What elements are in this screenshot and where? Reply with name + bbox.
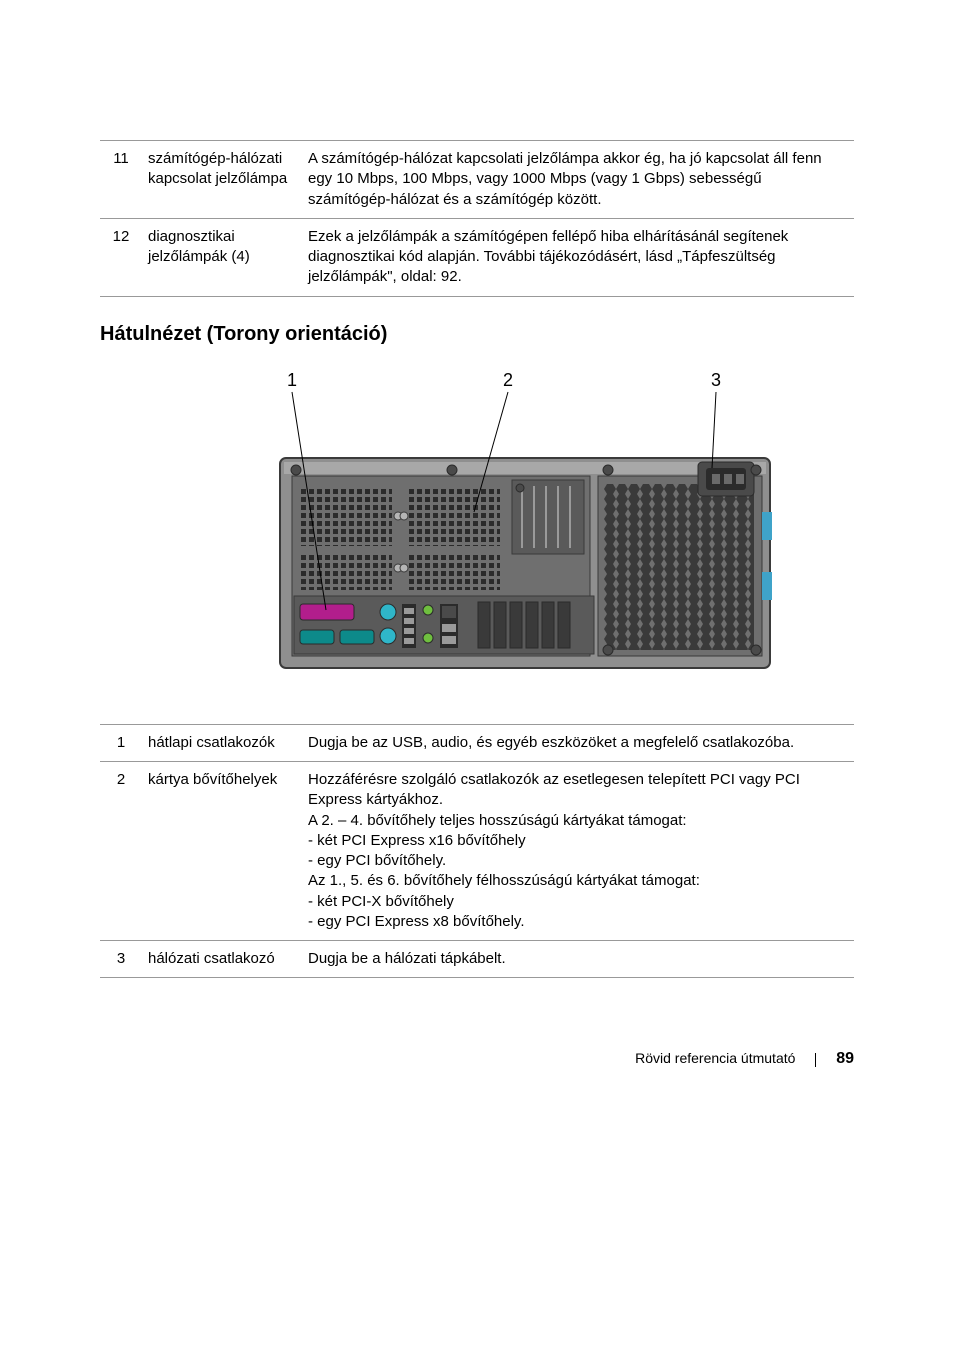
row-term: kártya bővítőhelyek (142, 762, 302, 941)
page-footer: Rövid referencia útmutató 89 (100, 1048, 854, 1070)
row-desc: Dugja be az USB, audio, és egyéb eszközö… (302, 724, 854, 761)
row-desc: A számítógép-hálózat kapcsolati jelzőlám… (302, 141, 854, 219)
row-term: hálózati csatlakozó (142, 941, 302, 978)
rear-view-svg: 1 2 3 (200, 362, 790, 692)
row-term: hátlapi csatlakozók (142, 724, 302, 761)
rear-view-diagram: 1 2 3 (200, 362, 854, 698)
table-row: 1 hátlapi csatlakozók Dugja be az USB, a… (100, 724, 854, 761)
row-desc: Dugja be a hálózati tápkábelt. (302, 941, 854, 978)
footer-separator (815, 1053, 816, 1067)
row-number: 12 (100, 218, 142, 296)
top-info-table: 11 számítógép-hálózati kapcsolat jelzőlá… (100, 140, 854, 297)
row-number: 11 (100, 141, 142, 219)
bottom-info-table: 1 hátlapi csatlakozók Dugja be az USB, a… (100, 724, 854, 979)
row-number: 1 (100, 724, 142, 761)
callout-label-3: 3 (711, 370, 721, 390)
footer-text: Rövid referencia útmutató (635, 1050, 795, 1066)
table-row: 12 diagnosztikai jelzőlámpák (4) Ezek a … (100, 218, 854, 296)
table-row: 2 kártya bővítőhelyek Hozzáférésre szolg… (100, 762, 854, 941)
row-term: diagnosztikai jelzőlámpák (4) (142, 218, 302, 296)
row-desc: Hozzáférésre szolgáló csatlakozók az ese… (302, 762, 854, 941)
row-number: 3 (100, 941, 142, 978)
row-number: 2 (100, 762, 142, 941)
callout-label-2: 2 (503, 370, 513, 390)
row-term: számítógép-hálózati kapcsolat jelzőlámpa (142, 141, 302, 219)
page-number: 89 (836, 1050, 854, 1067)
section-heading: Hátulnézet (Torony orientáció) (100, 321, 854, 348)
table-row: 3 hálózati csatlakozó Dugja be a hálózat… (100, 941, 854, 978)
callout-label-1: 1 (287, 370, 297, 390)
row-desc: Ezek a jelzőlámpák a számítógépen fellép… (302, 218, 854, 296)
table-row: 11 számítógép-hálózati kapcsolat jelzőlá… (100, 141, 854, 219)
